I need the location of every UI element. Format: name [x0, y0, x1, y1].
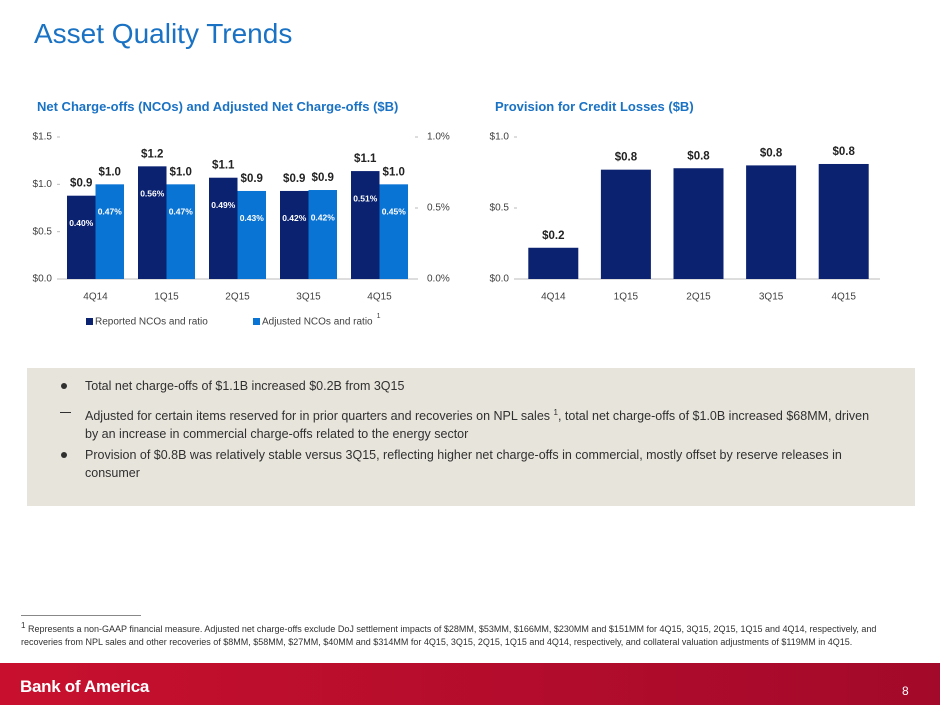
legend-swatch [253, 318, 260, 325]
ratio-label: 0.43% [240, 213, 265, 223]
x-tick-label: 1Q15 [614, 292, 639, 303]
legend-footnote: 1 [377, 313, 381, 320]
y-tick-label: $0.5 [490, 203, 510, 214]
bar [746, 165, 797, 279]
footnote: 1 Represents a non-GAAP financial measur… [21, 620, 901, 648]
value-label: $1.2 [141, 148, 163, 160]
bar [209, 177, 238, 279]
x-tick-label: 2Q15 [225, 292, 250, 303]
bar [237, 190, 266, 279]
y-tick-label: $0.5 [33, 226, 53, 237]
y-tick-label: $0.0 [490, 274, 510, 285]
x-tick-label: 4Q14 [541, 292, 566, 303]
bullet-dot [61, 452, 67, 458]
y2-tick-label: 0.0% [427, 274, 450, 285]
legend-swatch [86, 318, 93, 325]
y-tick-label: $1.0 [33, 179, 53, 190]
footnote-ref: 1 [553, 408, 558, 417]
value-label: $0.8 [833, 146, 856, 158]
value-label: $1.1 [354, 153, 377, 165]
value-label: $0.9 [283, 173, 305, 185]
chart-title: Net Charge-offs (NCOs) and Adjusted Net … [37, 99, 399, 114]
bar [166, 184, 195, 279]
bullet: Total net charge-offs of $1.1B increased… [61, 377, 885, 395]
bar [673, 168, 724, 279]
y-tick-label: $1.0 [490, 132, 510, 143]
chart-title: Provision for Credit Losses ($B) [495, 99, 694, 114]
ratio-label: 0.56% [140, 189, 165, 199]
value-label: $1.0 [99, 166, 121, 178]
slide-title: Asset Quality Trends [34, 18, 293, 49]
sub-bullet: Adjusted for certain items reserved for … [60, 404, 885, 443]
bar [818, 163, 869, 279]
x-tick-label: 4Q15 [831, 292, 856, 303]
footer-band [0, 663, 940, 705]
bar [67, 195, 96, 279]
footnote-rule [21, 615, 141, 616]
footnote-text: Represents a non-GAAP financial measure.… [21, 624, 877, 647]
ratio-label: 0.45% [382, 207, 407, 217]
bar [308, 190, 337, 279]
chart: $0.0 $0.5 $1.0 $1.5 0.0% 0.5% 1.0% 4Q14 $0.9 0.40… [33, 132, 450, 328]
bar [280, 190, 309, 279]
x-tick-label: 2Q15 [686, 292, 711, 303]
bar [95, 184, 124, 279]
x-tick-label: 4Q15 [367, 292, 392, 303]
chart: $0.0 $0.5 $1.0 4Q14 $0.2 1Q15 $0.8 2Q15 $0.8 3Q15… [490, 132, 880, 303]
value-label: $0.8 [760, 147, 783, 159]
y2-tick-label: 0.5% [427, 203, 450, 214]
footnote-mark: 1 [21, 621, 26, 630]
bar [528, 247, 579, 279]
value-label: $1.1 [212, 160, 235, 172]
bar [379, 184, 408, 279]
ratio-label: 0.42% [282, 213, 307, 223]
value-label: $0.8 [687, 150, 710, 162]
value-label: $1.0 [383, 166, 405, 178]
page-number: 8 [902, 684, 909, 698]
bullet-text: Total net charge-offs of $1.1B increased… [85, 379, 405, 393]
logo: Bank of America [20, 677, 150, 696]
bullet-text: , total net charge-offs of $1.0B increas… [85, 409, 870, 442]
x-tick-label: 4Q14 [83, 292, 108, 303]
bar [138, 166, 167, 279]
value-label: $0.8 [615, 152, 638, 164]
bullet-text: Adjusted for certain items reserved for … [85, 409, 551, 424]
value-label: $0.9 [70, 178, 92, 190]
value-label: $0.2 [542, 230, 564, 242]
legend-label: Adjusted NCOs and ratio [262, 317, 373, 328]
commentary-box: Total net charge-offs of $1.1B increased… [27, 368, 915, 506]
ratio-label: 0.49% [211, 200, 236, 210]
value-label: $0.9 [241, 173, 263, 185]
x-tick-label: 3Q15 [759, 292, 784, 303]
bullet-text: Provision of $0.8B was relatively stable… [85, 448, 842, 480]
ratio-label: 0.47% [169, 207, 194, 217]
x-tick-label: 3Q15 [296, 292, 321, 303]
ratio-label: 0.51% [353, 193, 378, 203]
ratio-label: 0.40% [69, 218, 94, 228]
bullet-dash [60, 412, 71, 414]
y-tick-label: $1.5 [33, 132, 53, 143]
value-label: $0.9 [312, 172, 334, 184]
bar [600, 169, 651, 279]
y-tick-label: $0.0 [33, 274, 53, 285]
bar [351, 171, 380, 279]
legend-label: Reported NCOs and ratio [95, 317, 208, 328]
bullet-dot [61, 383, 67, 389]
x-tick-label: 1Q15 [154, 292, 179, 303]
bullet: Provision of $0.8B was relatively stable… [61, 446, 885, 482]
y2-tick-label: 1.0% [427, 132, 450, 143]
ratio-label: 0.42% [311, 212, 336, 222]
ratio-label: 0.47% [98, 207, 123, 217]
value-label: $1.0 [170, 166, 192, 178]
